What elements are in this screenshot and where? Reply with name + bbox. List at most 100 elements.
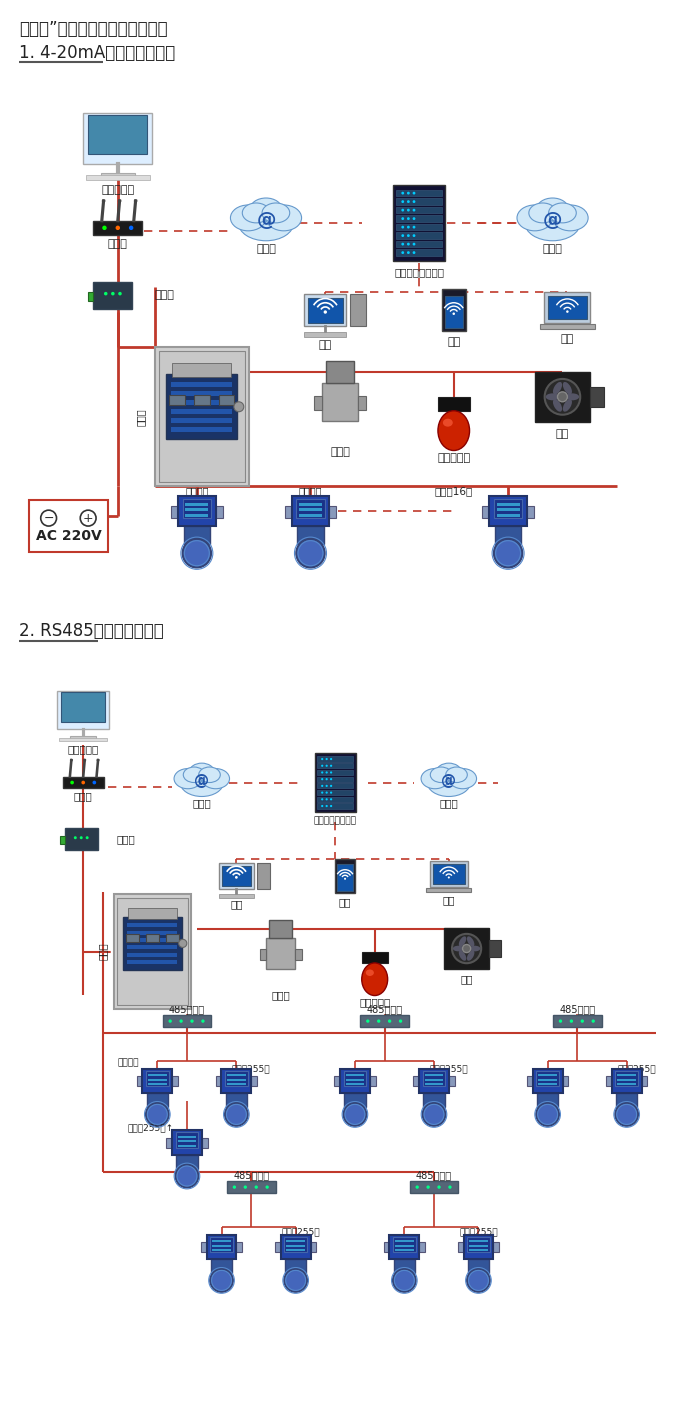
Circle shape xyxy=(330,792,332,794)
Circle shape xyxy=(463,944,470,953)
Text: 电磁阀: 电磁阀 xyxy=(330,447,350,457)
Circle shape xyxy=(80,511,96,526)
Circle shape xyxy=(326,758,328,760)
Text: 风机: 风机 xyxy=(461,974,473,983)
Text: 电磁阀: 电磁阀 xyxy=(272,991,290,1000)
Bar xyxy=(424,1093,444,1107)
Bar xyxy=(449,1076,454,1086)
Bar xyxy=(127,931,178,934)
Text: 手机: 手机 xyxy=(447,336,461,346)
Bar xyxy=(553,1016,601,1027)
Circle shape xyxy=(330,778,332,781)
Circle shape xyxy=(416,1186,419,1189)
Bar xyxy=(335,1076,340,1086)
Ellipse shape xyxy=(528,203,556,222)
Circle shape xyxy=(97,758,99,761)
Bar xyxy=(60,836,65,844)
Bar xyxy=(308,298,343,324)
Bar xyxy=(389,1234,419,1259)
Circle shape xyxy=(326,785,328,787)
Bar xyxy=(545,293,591,322)
Bar xyxy=(358,395,366,409)
Bar xyxy=(61,692,106,722)
Bar xyxy=(444,295,463,328)
Circle shape xyxy=(407,217,410,219)
Bar xyxy=(444,929,489,969)
Bar xyxy=(172,428,232,432)
Circle shape xyxy=(118,291,122,295)
Bar xyxy=(617,1083,636,1085)
Bar xyxy=(617,1075,636,1076)
Ellipse shape xyxy=(449,768,477,789)
Circle shape xyxy=(330,771,332,774)
Bar xyxy=(426,888,471,892)
Bar xyxy=(206,1234,237,1259)
Text: 互联网: 互联网 xyxy=(193,798,211,808)
Circle shape xyxy=(183,539,211,567)
Bar xyxy=(295,948,302,960)
Bar xyxy=(527,505,534,518)
Bar xyxy=(317,770,354,775)
Bar xyxy=(346,1083,364,1085)
Text: 通讯线: 通讯线 xyxy=(136,408,146,425)
Ellipse shape xyxy=(545,394,559,401)
Bar xyxy=(317,763,354,768)
Circle shape xyxy=(118,200,121,203)
Bar xyxy=(340,1068,370,1093)
Text: 可连接16个: 可连接16个 xyxy=(435,487,473,497)
Bar xyxy=(311,1242,316,1252)
Bar xyxy=(176,1133,198,1148)
Ellipse shape xyxy=(552,205,588,231)
Text: 1. 4-20mA信号连接系统图: 1. 4-20mA信号连接系统图 xyxy=(19,44,175,62)
Bar xyxy=(227,1075,246,1076)
Bar xyxy=(183,526,210,545)
Bar xyxy=(563,1076,568,1086)
Bar xyxy=(148,1083,167,1085)
Bar xyxy=(396,241,442,248)
Bar xyxy=(218,395,235,405)
Circle shape xyxy=(234,402,244,412)
Bar xyxy=(227,1079,246,1081)
Bar xyxy=(423,1071,445,1086)
Bar xyxy=(216,505,223,518)
Bar xyxy=(178,1140,196,1142)
Bar xyxy=(533,1068,563,1093)
Bar xyxy=(496,504,519,505)
Bar xyxy=(172,391,232,397)
Bar xyxy=(482,505,489,518)
Text: 485中继器: 485中继器 xyxy=(559,1005,595,1014)
Bar xyxy=(337,864,353,891)
Circle shape xyxy=(559,1020,562,1023)
Bar xyxy=(463,1234,494,1259)
Ellipse shape xyxy=(458,951,466,961)
Circle shape xyxy=(176,1165,198,1188)
Bar xyxy=(304,332,346,336)
Bar xyxy=(222,865,251,886)
Ellipse shape xyxy=(437,763,461,781)
Circle shape xyxy=(129,225,134,231)
Bar xyxy=(317,803,354,809)
Bar xyxy=(210,1237,233,1252)
Bar xyxy=(414,1076,419,1086)
Bar xyxy=(29,501,108,552)
Circle shape xyxy=(407,208,410,211)
Text: 485中继器: 485中继器 xyxy=(416,1171,452,1180)
Bar xyxy=(395,1241,414,1242)
Circle shape xyxy=(326,778,328,781)
Ellipse shape xyxy=(421,768,449,789)
Bar xyxy=(362,951,388,962)
Bar xyxy=(227,1083,246,1085)
Circle shape xyxy=(412,242,415,246)
Circle shape xyxy=(326,764,328,767)
Circle shape xyxy=(111,291,115,295)
Circle shape xyxy=(615,1103,638,1126)
Bar xyxy=(286,1245,305,1247)
Bar xyxy=(286,1249,305,1251)
Bar xyxy=(159,352,245,483)
Text: 信号输出: 信号输出 xyxy=(299,487,322,497)
Bar xyxy=(393,1259,415,1273)
Bar xyxy=(266,938,295,969)
Bar xyxy=(616,1093,637,1107)
Bar xyxy=(317,789,354,795)
Bar xyxy=(317,777,354,782)
